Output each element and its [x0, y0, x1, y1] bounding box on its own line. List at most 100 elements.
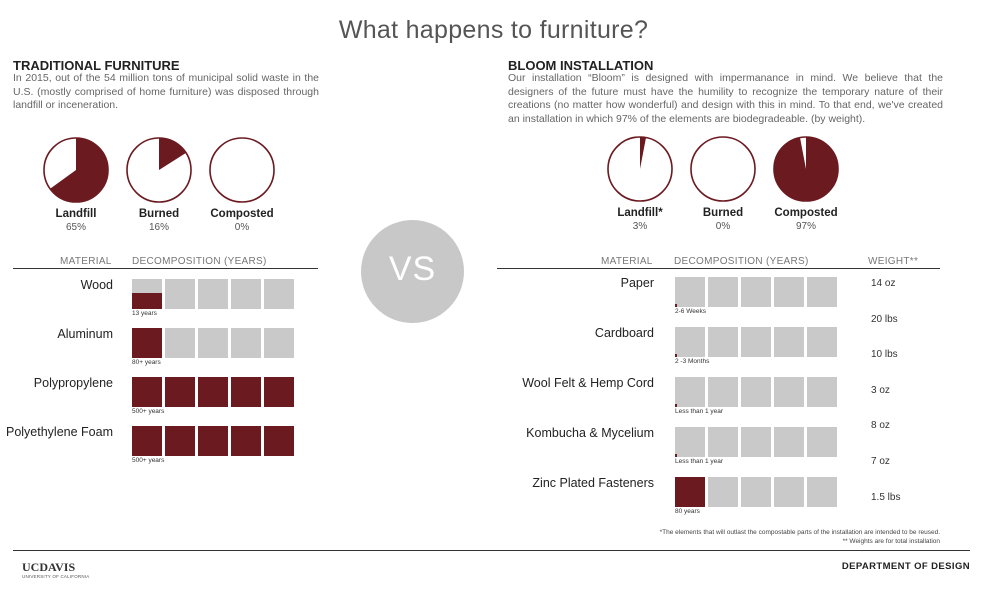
bloom-decomp-cell: [774, 277, 804, 307]
traditional-decomp-fill: [132, 293, 162, 309]
pie-label: Landfill*: [617, 207, 663, 219]
bloom-weight-value: 8 oz: [871, 420, 890, 432]
traditional-decomp-note: 500+ years: [132, 408, 165, 415]
bloom-decomp-fill: [675, 304, 677, 307]
bloom-decomp-cell: [675, 427, 705, 457]
bloom-pie-burned: [690, 136, 756, 202]
bloom-decomp-cell: [708, 477, 738, 507]
pie-label: Composted: [210, 208, 274, 220]
page-title: What happens to furniture?: [338, 16, 649, 44]
bloom-decomp-note: Less than 1 year: [675, 408, 724, 415]
pie-outline: [209, 137, 275, 203]
vs-circle: [361, 220, 464, 323]
traditional-decomp-fill: [132, 426, 162, 456]
bloom-decomp-cell: [708, 377, 738, 407]
footnote-double-star: ** Weights are for total installation: [842, 538, 940, 545]
traditional-decomp-cell: [264, 328, 294, 358]
traditional-decomp-fill: [231, 377, 261, 407]
bloom-material-cardboard: Cardboard: [594, 326, 654, 340]
pie-slice: [640, 137, 646, 169]
pie-slice: [774, 137, 838, 201]
traditional-decomp-fill: [231, 426, 261, 456]
traditional-decomp-note: 13 years: [132, 310, 157, 317]
bloom-decomp-cell: [741, 377, 771, 407]
bloom-weight-header: WEIGHT**: [868, 256, 919, 267]
bloom-description: Our installation “Bloom” is designed wit…: [508, 72, 943, 125]
traditional-decomp-fill: [198, 426, 228, 456]
bloom-decomp-cell: [807, 427, 837, 457]
footnote-star: *The elements that will outlast the comp…: [659, 529, 940, 536]
bloom-material-header: MATERIAL: [601, 256, 653, 267]
pie-label: Composted: [774, 207, 838, 219]
bloom-decomp-cell: [741, 427, 771, 457]
bloom-pie-composted: [773, 136, 839, 202]
bloom-decomp-cell: [741, 477, 771, 507]
pie-percent: 97%: [795, 221, 816, 232]
traditional-material-header: MATERIAL: [60, 256, 112, 267]
pie-label: Burned: [138, 208, 180, 220]
bloom-decomp-cell: [708, 427, 738, 457]
traditional-decomp-fill: [198, 377, 228, 407]
traditional-decomp-cell: [132, 328, 162, 358]
traditional-decomp-cell: [132, 279, 162, 309]
pie-percent: 65%: [65, 222, 86, 233]
bloom-decomposition-header: DECOMPOSITION (YEARS): [674, 256, 809, 267]
traditional-pie-landfill: [43, 137, 109, 203]
traditional-decomp-cell: [165, 328, 195, 358]
ucdavis-logo-subtitle: UNIVERSITY OF CALIFORNIA: [22, 574, 90, 579]
pie-slice: [50, 138, 108, 202]
bloom-decomp-cell: [675, 377, 705, 407]
vs-label: VS: [388, 250, 437, 288]
pie-slice: [159, 138, 187, 170]
traditional-pie-composted: [209, 137, 275, 203]
bloom-decomp-cell: [774, 477, 804, 507]
bloom-decomp-cell: [807, 377, 837, 407]
traditional-decomp-cell: [132, 426, 162, 456]
traditional-decomp-cell: [231, 279, 261, 309]
traditional-decomp-cell: [231, 377, 261, 407]
bloom-decomp-fill: [675, 354, 677, 357]
bloom-material-paper: Paper: [620, 276, 654, 290]
department-label: DEPARTMENT OF DESIGN: [841, 561, 970, 572]
pie-percent: 3%: [632, 221, 648, 232]
bloom-decomp-fill: [675, 404, 677, 407]
traditional-decomp-cell: [198, 328, 228, 358]
bloom-heading: BLOOM INSTALLATION: [508, 58, 654, 73]
footer-rule: [13, 550, 970, 551]
bloom-decomp-note: 80 years: [675, 508, 700, 515]
bloom-weight-value: 1.5 lbs: [871, 491, 901, 503]
traditional-pie-burned: [126, 137, 192, 203]
bloom-decomp-cell: [741, 327, 771, 357]
traditional-decomp-cell: [198, 426, 228, 456]
traditional-decomp-cell: [165, 426, 195, 456]
traditional-decomp-fill: [132, 328, 162, 358]
bloom-material-kombucha-mycelium: Kombucha & Mycelium: [526, 426, 654, 440]
traditional-decomp-cell: [264, 377, 294, 407]
bloom-decomp-note: 2-6 Weeks: [675, 308, 706, 315]
bloom-decomp-cell: [675, 477, 705, 507]
traditional-decomp-cell: [264, 426, 294, 456]
traditional-decomp-fill: [264, 377, 294, 407]
bloom-weight-value: 14 oz: [871, 278, 896, 289]
traditional-material-polyethylene-foam: Polyethylene Foam: [5, 425, 113, 439]
bloom-decomp-cell: [807, 477, 837, 507]
bloom-weight-value: 7 oz: [871, 456, 890, 467]
ucdavis-logo: UCDAVIS: [22, 560, 76, 574]
pie-label: Landfill: [55, 208, 97, 220]
traditional-description: In 2015, out of the 54 million tons of m…: [13, 72, 319, 111]
bloom-decomp-cell: [807, 327, 837, 357]
traditional-decomp-cell: [132, 377, 162, 407]
bloom-decomp-cell: [774, 327, 804, 357]
bloom-decomp-fill: [675, 454, 677, 457]
bloom-decomp-cell: [708, 277, 738, 307]
traditional-decomp-cell: [231, 328, 261, 358]
traditional-decomp-note: 80+ years: [132, 359, 161, 366]
traditional-decomp-cell: [198, 279, 228, 309]
bloom-decomp-cell: [741, 277, 771, 307]
traditional-decomp-cell: [231, 426, 261, 456]
traditional-decomp-note: 500+ years: [132, 457, 165, 464]
bloom-decomp-cell: [774, 427, 804, 457]
traditional-material-aluminum: Aluminum: [57, 327, 113, 341]
bloom-header-rule: [497, 268, 940, 269]
pie-label: Burned: [702, 207, 744, 219]
